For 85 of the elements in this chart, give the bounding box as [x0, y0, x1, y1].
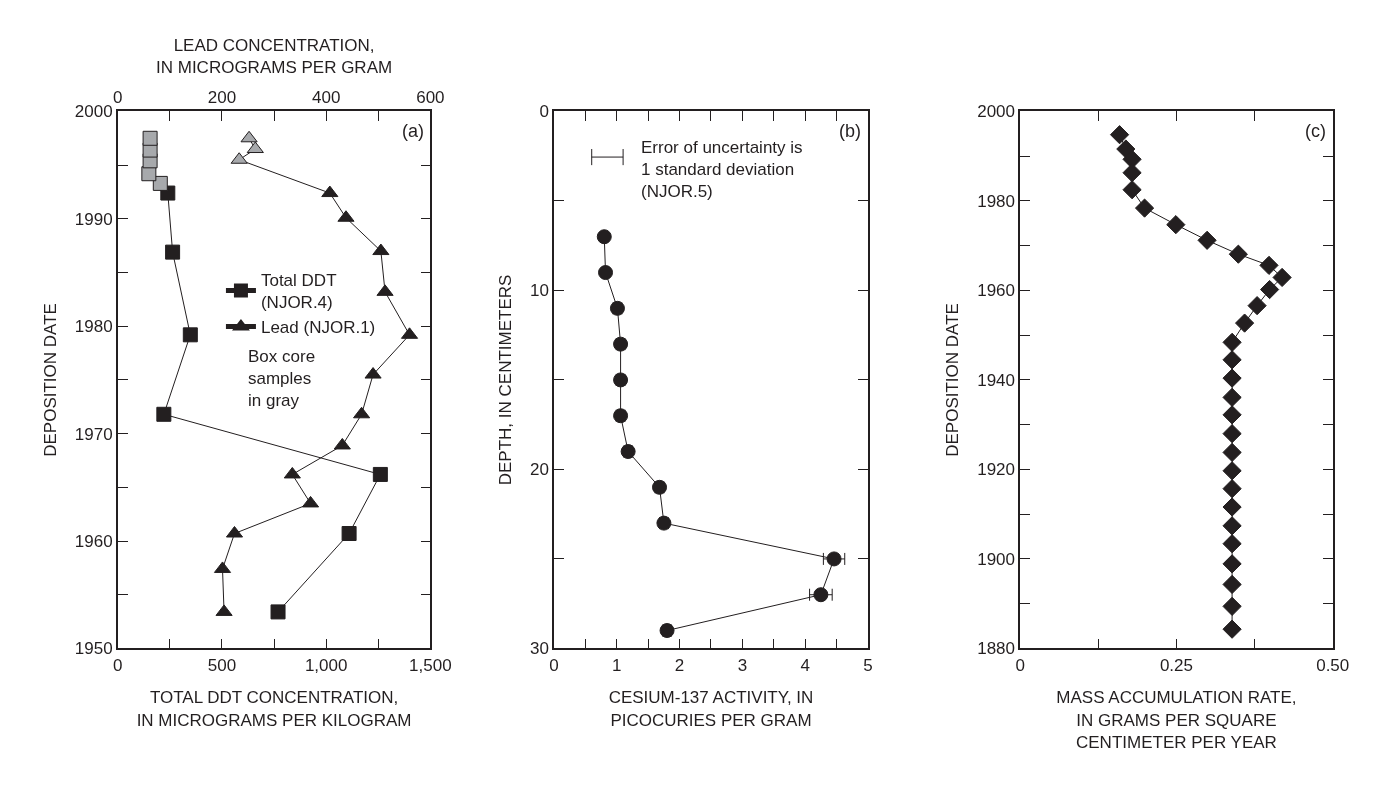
point: [372, 466, 388, 482]
x-tick-label: 1,500: [409, 655, 452, 675]
y-tick-label: 1940: [977, 370, 1016, 390]
point: [1116, 139, 1136, 159]
x-tick-label: 2: [674, 655, 685, 675]
point: [1228, 244, 1248, 264]
x-tick-label: 5: [863, 655, 873, 675]
y-tick-label: 10: [529, 281, 549, 301]
point: [1222, 350, 1242, 370]
point: [596, 229, 612, 245]
x2-tick-label: 400: [311, 87, 341, 107]
y-tick-label: 1980: [74, 317, 113, 337]
point: [156, 406, 172, 422]
y-tick-label: 1990: [74, 209, 113, 229]
point: [1272, 267, 1292, 288]
point: [1222, 596, 1242, 616]
x-axis-title: CESIUM-137 ACTIVITY, IN PICOCURIES PER GRAM: [608, 688, 814, 730]
x-tick-label: 500: [207, 655, 237, 675]
y-tick-label: 1880: [977, 639, 1016, 659]
x-tick-label: 4: [800, 655, 810, 675]
x-tick-label: 3: [737, 655, 748, 675]
point: [1222, 574, 1242, 595]
point: [1222, 554, 1242, 574]
point: [270, 604, 286, 620]
y-tick-label: 1980: [977, 191, 1016, 211]
point: [1197, 230, 1217, 250]
point: [1222, 619, 1242, 639]
point: [1259, 255, 1279, 275]
point: [1222, 461, 1242, 481]
y-tick-label: 20: [529, 460, 549, 480]
point: [152, 175, 168, 191]
x-tick-label: 1,000: [304, 655, 348, 675]
point: [1166, 215, 1186, 235]
point: [1122, 180, 1142, 200]
point: [165, 244, 181, 260]
point: [826, 551, 842, 567]
point: [1109, 125, 1130, 145]
y-axis-title: DEPOSITION DATE: [40, 303, 60, 457]
y-tick-label: 1960: [74, 531, 113, 551]
y-axis-title: DEPTH, IN CENTIMETERS: [496, 274, 516, 486]
point: [1222, 534, 1242, 554]
y-tick-label: 2000: [74, 102, 113, 122]
y-tick-label: 2000: [977, 102, 1016, 122]
y-tick-label: 0: [539, 102, 549, 122]
annotation: (a): [402, 121, 424, 141]
y-tick-label: 30: [529, 639, 549, 659]
point: [813, 587, 829, 603]
y-tick-label: 1970: [74, 424, 113, 444]
x-tick-label: 1: [612, 655, 622, 675]
y-tick-label: 1960: [977, 281, 1016, 301]
point: [1222, 479, 1242, 499]
point: [1222, 368, 1242, 388]
legend-label: Total DDT (NJOR.4): [260, 270, 337, 313]
y-tick-label: 1920: [977, 460, 1016, 480]
annotation: Error of uncertainty is 1 standard deviation (NJOR.5): [641, 138, 803, 202]
y-tick-label: 1900: [977, 549, 1016, 569]
point: [1222, 424, 1242, 444]
point: [341, 526, 357, 542]
point: [1247, 296, 1267, 316]
x-axis-title: MASS ACCUMULATION RATE, IN GRAMS PER SQUARE CENTIMETER PER YEAR: [1056, 688, 1297, 752]
x-tick-label: 0.25: [1159, 655, 1194, 675]
point: [1134, 198, 1155, 218]
legend-label: Lead (NJOR.1): [260, 318, 376, 338]
y-tick-label: 1950: [74, 639, 113, 659]
annotation: (b): [839, 121, 861, 141]
x2-axis-title: LEAD CONCENTRATION, IN MICROGRAMS PER GRAM: [156, 35, 393, 77]
y-axis-title: DEPOSITION DATE: [943, 303, 963, 457]
point: [1260, 279, 1280, 300]
annotation: Box core samples in gray: [248, 347, 316, 411]
point: [1222, 516, 1242, 536]
annotation: (c): [1305, 121, 1326, 141]
point: [1235, 313, 1255, 333]
point: [1222, 405, 1242, 425]
point: [598, 265, 614, 281]
x2-tick-label: 600: [416, 87, 445, 107]
point: [1222, 442, 1242, 463]
point: [1222, 387, 1242, 407]
point: [1222, 497, 1242, 517]
point: [1122, 163, 1142, 183]
point: [142, 130, 158, 146]
x-axis-title: TOTAL DDT CONCENTRATION, IN MICROGRAMS PER KILOGRAM: [136, 688, 412, 730]
x2-tick-label: 200: [207, 87, 237, 107]
point: [182, 327, 198, 343]
point: [1222, 332, 1242, 352]
x-tick-label: 0.50: [1316, 655, 1350, 675]
